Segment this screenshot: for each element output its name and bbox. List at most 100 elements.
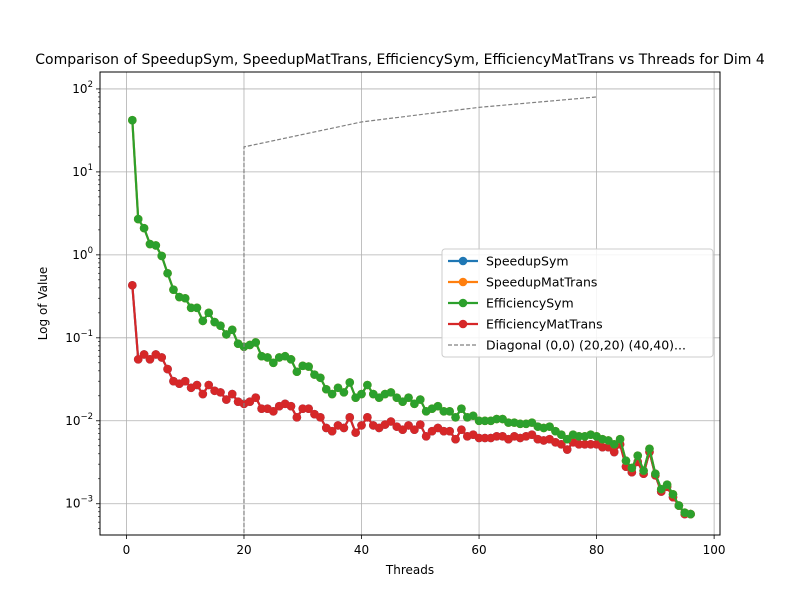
series-efficiencysym (128, 115, 695, 519)
data-point (557, 430, 566, 439)
data-point (404, 393, 413, 402)
data-point (192, 303, 202, 313)
data-point (586, 440, 596, 449)
data-point (351, 428, 360, 437)
data-point (222, 330, 231, 339)
data-point (609, 447, 619, 457)
legend-swatch-marker (458, 319, 468, 329)
data-point (363, 380, 372, 390)
data-point (410, 425, 419, 435)
data-point (545, 422, 554, 431)
data-point (468, 411, 478, 421)
data-point (527, 430, 537, 439)
series-efficiencymattrans (128, 280, 695, 519)
data-point (186, 303, 196, 313)
data-point (480, 416, 490, 426)
data-point (304, 362, 313, 371)
x-tick-label: 80 (589, 543, 604, 557)
data-point (668, 489, 678, 499)
data-point (451, 413, 460, 422)
data-point (415, 395, 425, 404)
data-point (286, 401, 296, 411)
data-point (515, 419, 525, 429)
plot-series (128, 96, 695, 535)
data-point (163, 268, 172, 278)
data-point (598, 442, 607, 452)
x-tick-label: 40 (354, 543, 369, 557)
data-point (269, 358, 278, 368)
data-point (345, 378, 355, 387)
legend-label: EfficiencyMatTrans (486, 317, 603, 332)
data-point (222, 395, 231, 404)
data-point (357, 389, 366, 399)
data-point (609, 440, 619, 449)
data-point (457, 425, 466, 435)
data-point (316, 373, 325, 383)
data-point (192, 380, 202, 390)
data-point (216, 388, 225, 397)
x-tick-label: 100 (703, 543, 726, 557)
data-point (128, 115, 137, 125)
data-point (404, 421, 413, 430)
data-point (474, 433, 484, 443)
data-point (621, 456, 631, 466)
data-point (292, 367, 302, 377)
x-tick-label: 0 (123, 543, 131, 557)
data-point (180, 376, 190, 386)
data-point (128, 280, 137, 290)
data-point (139, 223, 149, 233)
data-point (562, 445, 572, 454)
x-tick-label: 60 (471, 543, 486, 557)
data-point (204, 380, 214, 390)
data-point (139, 350, 149, 359)
data-point (662, 480, 672, 489)
data-point (227, 325, 237, 335)
data-point (180, 293, 190, 303)
data-point (445, 407, 454, 416)
chart-title: Comparison of SpeedupSym, SpeedupMatTran… (35, 52, 765, 68)
data-point (386, 417, 396, 426)
data-point (674, 501, 684, 510)
data-point (651, 469, 660, 479)
data-point (562, 434, 572, 444)
data-point (198, 316, 208, 326)
data-point (421, 432, 431, 441)
data-point (327, 389, 337, 399)
legend-swatch-marker (458, 277, 468, 287)
data-point (492, 432, 501, 441)
data-point (169, 285, 178, 295)
data-point (251, 338, 261, 347)
data-point (292, 413, 302, 422)
data-point (327, 426, 337, 436)
data-point (627, 463, 637, 473)
data-point (615, 434, 625, 444)
data-point (457, 404, 466, 413)
y-axis-label: Log of Value (36, 267, 50, 341)
data-point (263, 353, 272, 362)
data-point (580, 440, 590, 449)
legend-label: EfficiencySym (486, 296, 574, 311)
data-point (216, 321, 225, 331)
data-point (304, 404, 313, 413)
data-point (198, 389, 208, 399)
x-tick-label: 20 (236, 543, 251, 557)
diagonal-reference-line (243, 96, 597, 535)
data-point (398, 425, 407, 435)
data-point (645, 444, 654, 454)
data-point (257, 404, 266, 413)
data-point (133, 214, 143, 224)
data-point (357, 421, 366, 430)
data-point (474, 416, 484, 426)
data-point (433, 401, 443, 411)
legend-label: SpeedupSym (486, 254, 569, 269)
data-point (298, 404, 308, 413)
legend-swatch-marker (458, 298, 468, 308)
legend-label: SpeedupMatTrans (486, 275, 597, 290)
data-point (639, 466, 648, 476)
data-point (656, 484, 666, 494)
data-point (286, 355, 296, 364)
data-point (339, 423, 349, 433)
legend-box (441, 248, 714, 358)
data-point (451, 434, 460, 444)
